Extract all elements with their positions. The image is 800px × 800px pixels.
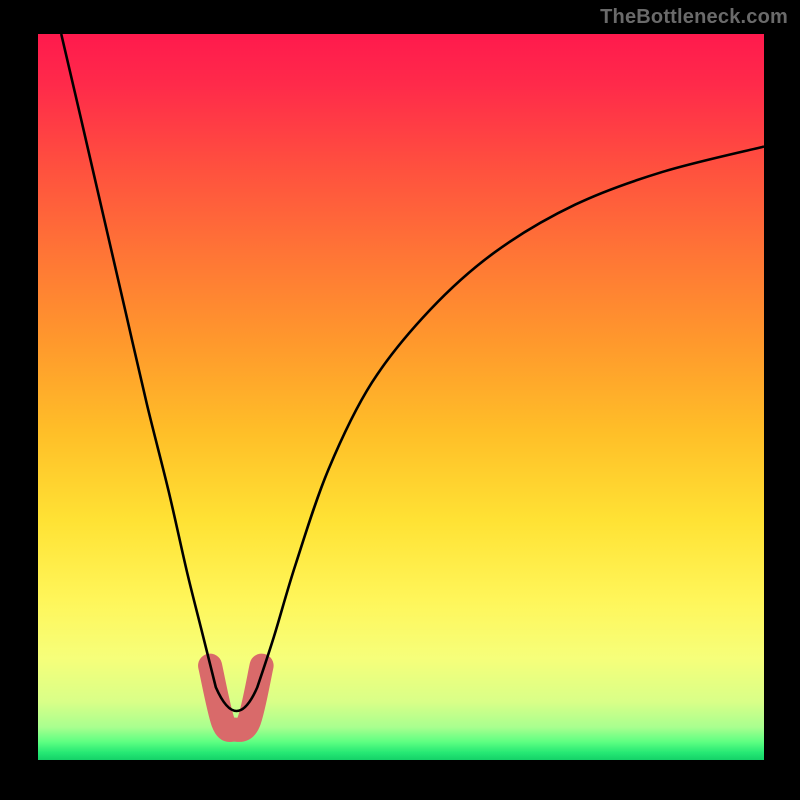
bottleneck-chart [0, 0, 800, 800]
watermark-text: TheBottleneck.com [600, 6, 788, 29]
plot-background [38, 34, 764, 760]
